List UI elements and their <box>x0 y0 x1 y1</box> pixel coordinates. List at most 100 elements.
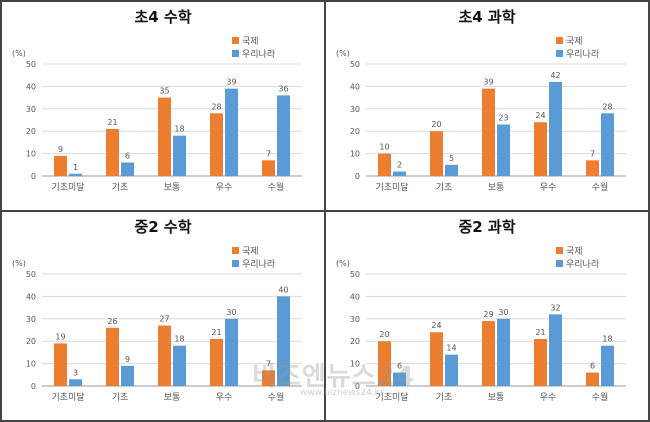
y-tick-label: 30 <box>350 105 360 114</box>
x-tick-label: 보통 <box>488 182 505 193</box>
legend-label: 국제 <box>242 36 259 47</box>
legend-swatch-international <box>232 37 239 44</box>
y-tick-label: 20 <box>26 127 36 136</box>
data-label: 18 <box>174 125 184 134</box>
bar-international <box>54 155 67 176</box>
y-tick-label: 30 <box>350 315 360 324</box>
bar-korea <box>393 171 406 176</box>
data-label: 5 <box>449 154 454 163</box>
bar-korea <box>497 124 510 176</box>
bar-international <box>430 131 443 176</box>
data-label: 6 <box>590 362 595 371</box>
bar-chart-elementary-science: (%) 0 10 20 30 40 50 10 2 기초미달 20 5 기초 39 23 보통 24 42 우수 7 2… <box>336 36 626 193</box>
x-tick-label: 기초 <box>112 392 129 403</box>
bar-international <box>482 88 495 176</box>
bar-korea <box>121 162 134 176</box>
data-label: 40 <box>278 285 288 294</box>
y-axis-unit-label: (%) <box>336 49 350 58</box>
bar-chart-elementary-math: (%) 0 10 20 30 40 50 9 1 기초미달 21 6 기초 35 18 보통 28 39 우수 7 36… <box>12 36 302 193</box>
data-label: 42 <box>550 71 560 80</box>
bar-international <box>210 113 223 176</box>
y-tick-label: 40 <box>350 82 360 91</box>
data-label: 19 <box>55 332 65 341</box>
bar-korea <box>277 296 290 386</box>
x-tick-label: 수월 <box>592 391 609 403</box>
data-label: 29 <box>483 310 493 319</box>
bar-international <box>534 122 547 176</box>
bar-korea <box>69 379 82 386</box>
bar-korea <box>393 372 406 386</box>
data-label: 6 <box>397 362 402 371</box>
y-tick-label: 10 <box>350 360 360 369</box>
chart-title: 초4 수학 <box>134 8 192 26</box>
data-label: 10 <box>379 143 389 152</box>
chart-panel-elementary-science: 초4 과학 (%) 0 10 20 30 40 50 10 2 기초미달 20 5 기초 39 23 보통 24… <box>325 1 649 211</box>
data-label: 24 <box>535 111 545 120</box>
x-tick-label: 기초미달 <box>51 181 84 193</box>
x-tick-label: 수월 <box>268 181 285 193</box>
x-tick-label: 기초미달 <box>375 391 408 403</box>
chart-title: 중2 과학 <box>458 218 516 236</box>
bar-international <box>378 153 391 176</box>
data-label: 18 <box>602 335 612 344</box>
y-tick-label: 0 <box>31 172 36 181</box>
x-tick-label: 보통 <box>164 182 181 193</box>
bar-korea <box>69 173 82 176</box>
y-tick-label: 10 <box>350 150 360 159</box>
bar-korea <box>601 113 614 176</box>
data-label: 26 <box>107 317 117 326</box>
bar-international <box>378 341 391 386</box>
legend-label: 국제 <box>242 246 259 257</box>
data-label: 30 <box>498 308 508 317</box>
data-label: 21 <box>535 328 545 337</box>
y-axis-unit-label: (%) <box>12 259 26 268</box>
watermark: 비즈엔뉴스24 <box>252 362 415 392</box>
x-tick-label: 기초미달 <box>375 181 408 193</box>
legend-swatch-international <box>556 37 563 44</box>
data-label: 7 <box>266 149 271 158</box>
x-tick-label: 우수 <box>540 182 557 193</box>
legend-label: 우리나라 <box>242 259 276 270</box>
legend-swatch-international <box>232 247 239 254</box>
bar-international <box>54 343 67 386</box>
legend-swatch-korea <box>232 260 239 267</box>
x-tick-label: 보통 <box>488 392 505 403</box>
x-tick-label: 우수 <box>540 392 557 403</box>
data-label: 28 <box>211 102 221 111</box>
data-label: 9 <box>58 145 63 154</box>
y-tick-label: 20 <box>350 337 360 346</box>
y-tick-label: 50 <box>350 270 360 279</box>
y-tick-label: 50 <box>350 60 360 69</box>
bar-korea <box>497 318 510 386</box>
bar-international <box>106 327 119 386</box>
bar-korea <box>277 95 290 176</box>
chart-panel-elementary-math: 초4 수학 (%) 0 10 20 30 40 50 9 1 기초미달 21 6 기초 35 18 보통 28 3… <box>1 1 325 211</box>
legend-label: 국제 <box>566 36 583 47</box>
x-tick-label: 우수 <box>216 182 233 193</box>
bar-korea <box>445 354 458 386</box>
data-label: 20 <box>431 120 441 129</box>
x-tick-label: 기초 <box>112 182 129 193</box>
y-axis-unit-label: (%) <box>12 49 26 58</box>
bar-korea <box>173 135 186 176</box>
bar-korea <box>121 365 134 386</box>
data-label: 32 <box>550 303 560 312</box>
x-tick-label: 기초미달 <box>51 391 84 403</box>
legend-label: 우리나라 <box>242 49 276 60</box>
bar-international <box>430 332 443 386</box>
bar-korea <box>173 345 186 386</box>
data-label: 27 <box>159 315 169 324</box>
data-label: 39 <box>483 78 493 87</box>
legend-swatch-korea <box>232 50 239 57</box>
y-tick-label: 10 <box>26 150 36 159</box>
chart-title: 중2 수학 <box>134 218 192 236</box>
bar-chart-middle-science: (%) 0 10 20 30 40 50 20 6 기초미달 24 14 기초 29 30 보통 21 32 우수 6… <box>336 246 626 403</box>
legend-label: 우리나라 <box>566 49 600 60</box>
x-tick-label: 보통 <box>164 392 181 403</box>
x-tick-label: 수월 <box>592 181 609 193</box>
data-label: 23 <box>498 113 508 122</box>
y-tick-label: 30 <box>26 105 36 114</box>
bar-international <box>262 160 275 176</box>
y-tick-label: 0 <box>355 172 360 181</box>
legend-label: 국제 <box>566 246 583 257</box>
